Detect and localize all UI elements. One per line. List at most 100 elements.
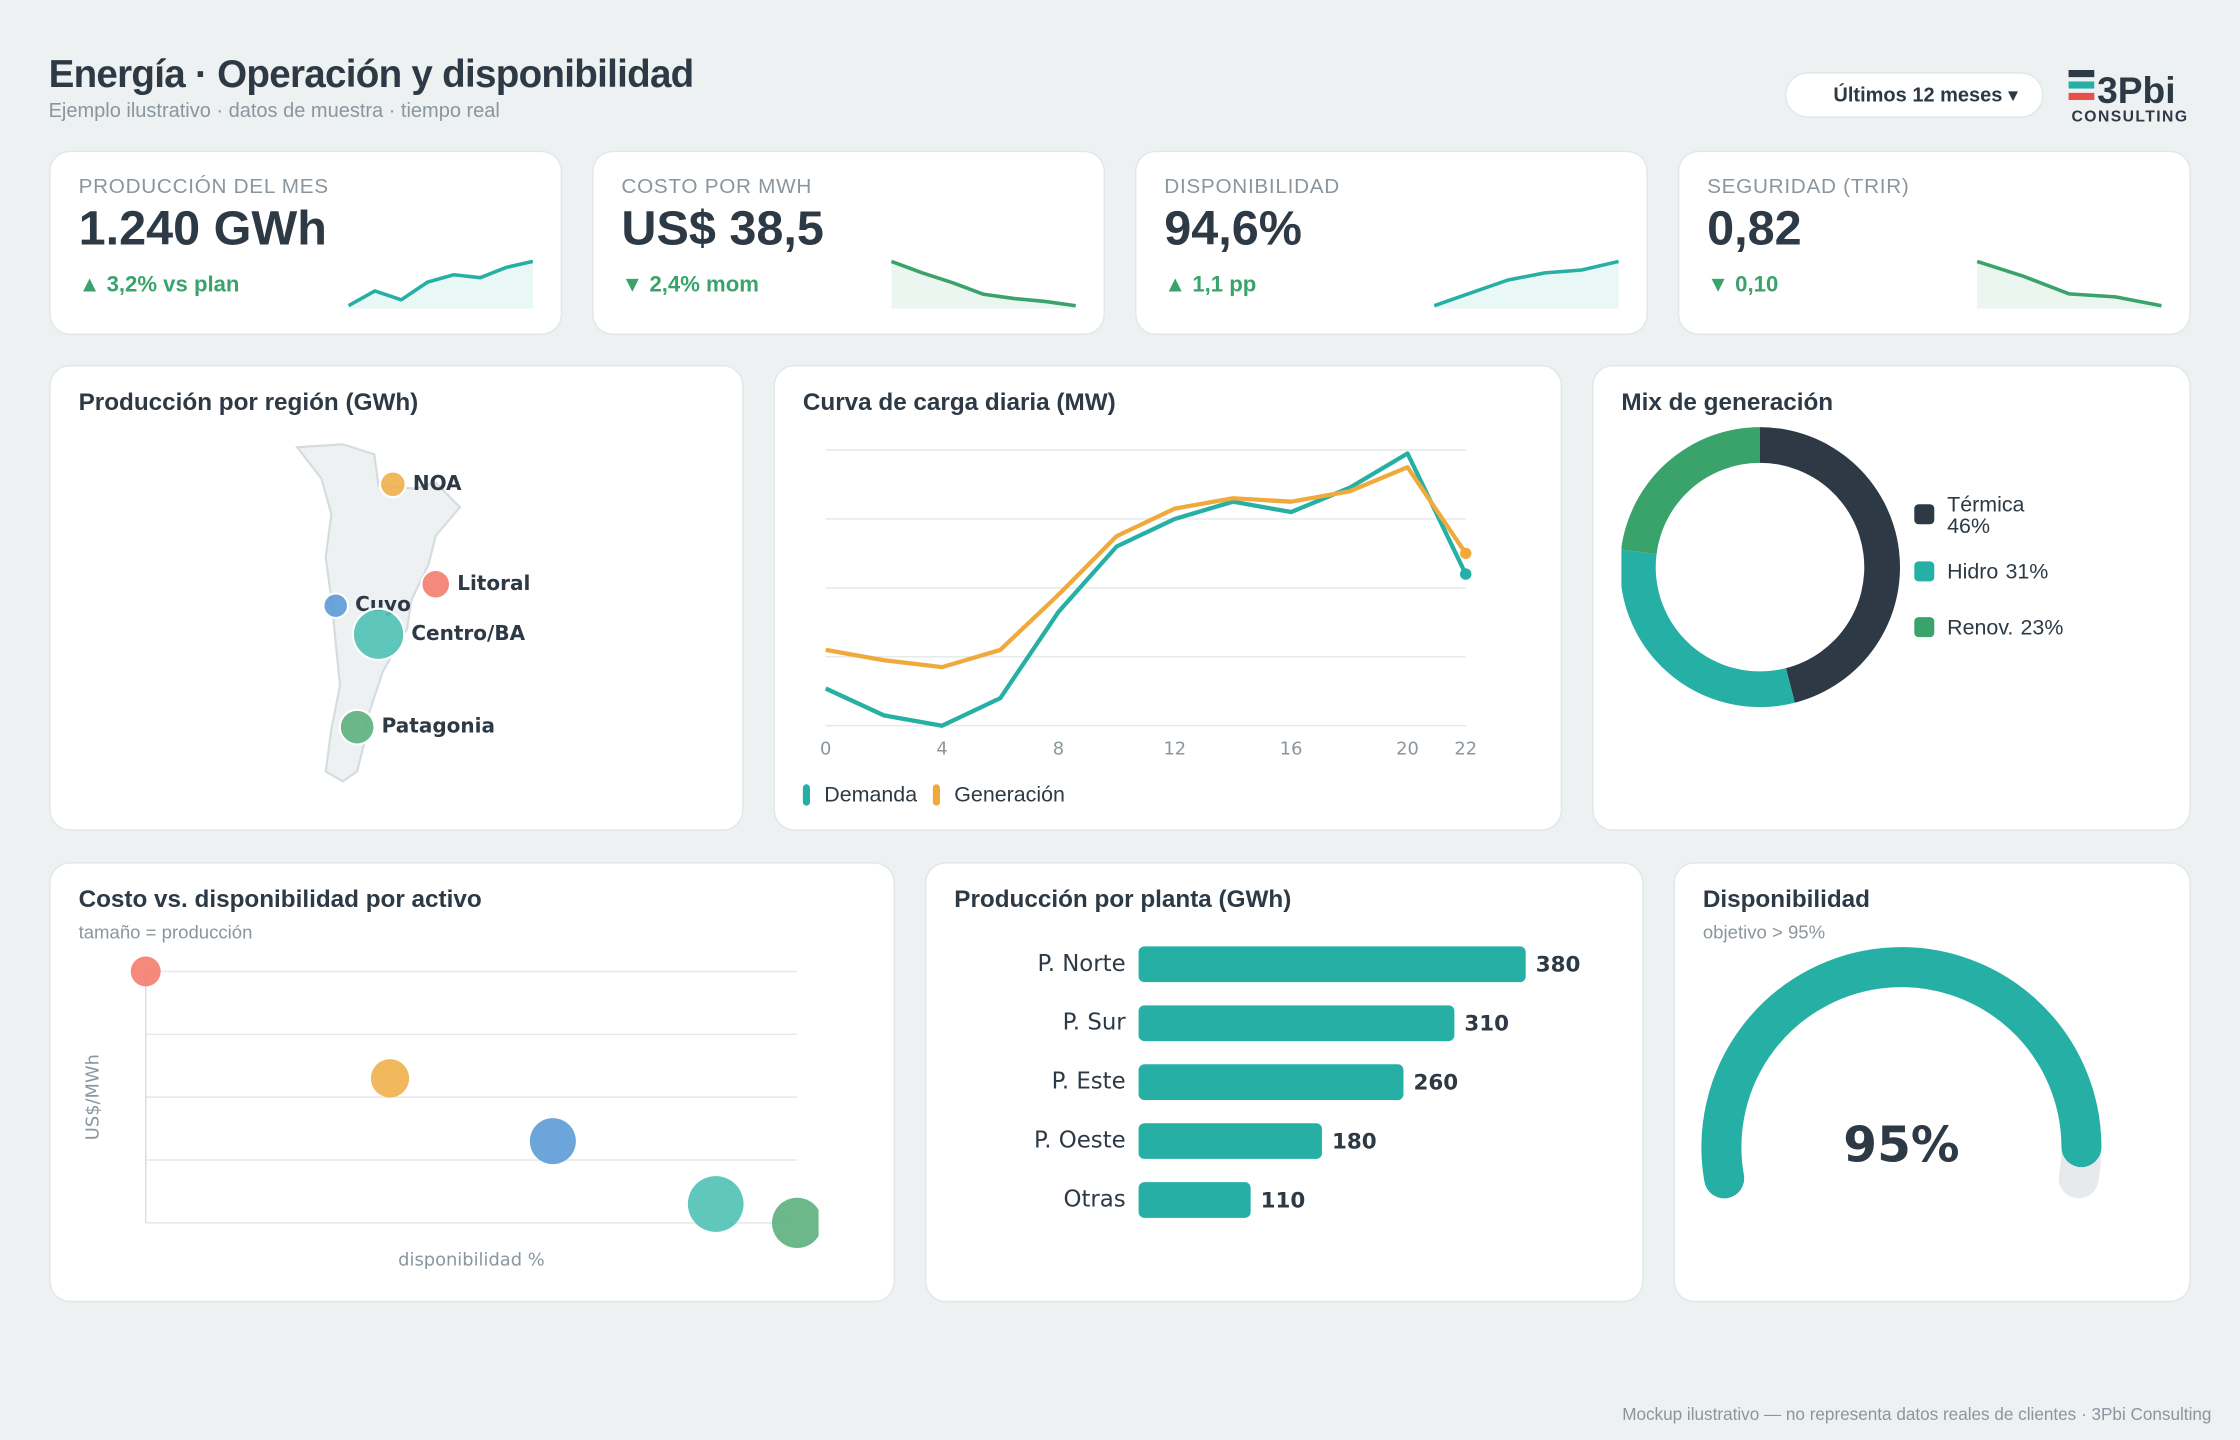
- bar-value-label: 260: [1413, 1071, 1458, 1096]
- chart-title: Producción por planta (GWh): [954, 886, 1291, 913]
- x-tick-label: 0: [820, 738, 831, 759]
- chart-card: [773, 365, 1563, 831]
- series-line: [824, 451, 1468, 728]
- kpi-card: [1677, 150, 2191, 335]
- legend-label: Demanda: [824, 782, 917, 806]
- scatter-point: [529, 1118, 576, 1165]
- region-bubble: [322, 592, 350, 620]
- bar: [1138, 1123, 1322, 1159]
- chart-card: [49, 862, 895, 1303]
- legend-value: 23%: [2021, 615, 2064, 639]
- end-dot: [1460, 547, 1472, 560]
- sparkline-area: [891, 261, 1076, 309]
- logo-text: 3Pbi: [2097, 69, 2175, 111]
- kpi-value: 0,82: [1707, 201, 1802, 255]
- legend-swatch: [1914, 561, 1935, 582]
- sparkline: [1433, 259, 1619, 308]
- x-tick-label: 16: [1280, 738, 1303, 759]
- chart-subtitle: tamaño = producción: [79, 922, 253, 943]
- kpi-value: 1.240 GWh: [79, 201, 327, 255]
- legend-label: Renov.: [1947, 615, 2013, 639]
- x-tick-label: 4: [936, 738, 947, 759]
- region-bubble: [351, 607, 406, 662]
- chart-title: Curva de carga diaria (MW): [803, 389, 1116, 416]
- legend-value: 46%: [1947, 514, 1990, 538]
- region-label: Centro/BA: [411, 621, 525, 645]
- bar-category: P. Este: [1052, 1069, 1126, 1095]
- kpi-label: SEGURIDAD (TRIR): [1707, 175, 1909, 198]
- scatter-point: [130, 956, 161, 987]
- filter-pill[interactable]: [1785, 72, 2044, 118]
- gauge-value: [1701, 947, 2102, 1199]
- region-bubble: [338, 708, 376, 746]
- chart-title: Costo vs. disponibilidad por activo: [79, 886, 482, 913]
- donut-slice: [1621, 549, 1795, 708]
- kpi-delta: ▲ 1,1 pp: [1164, 271, 1256, 296]
- chart-card: [1673, 862, 2191, 1303]
- bar-value-label: 110: [1261, 1188, 1306, 1213]
- x-tick-label: 20: [1396, 738, 1419, 759]
- region-bubble: [420, 568, 452, 600]
- kpi-delta: ▲ 3,2% vs plan: [79, 271, 240, 296]
- bar-category: P. Sur: [1063, 1010, 1127, 1036]
- bar-category: P. Norte: [1037, 951, 1125, 977]
- bar: [1138, 1064, 1404, 1100]
- gauge-label: 95%: [1843, 1117, 1959, 1173]
- logo-stripe: [2068, 81, 2095, 89]
- x-axis-label: disponibilidad %: [398, 1250, 545, 1271]
- bar: [1138, 946, 1526, 983]
- region-label: NOA: [413, 471, 462, 495]
- kpi-label: DISPONIBILIDAD: [1164, 175, 1340, 198]
- bar-value-label: 380: [1536, 953, 1581, 978]
- region-label: Patagonia: [382, 714, 495, 738]
- logo: 3Pbi CONSULTING: [2068, 69, 2187, 125]
- kpi-card: [49, 150, 563, 335]
- scatter-point: [771, 1197, 819, 1249]
- bar: [1138, 1005, 1455, 1042]
- sparkline-area: [1977, 261, 2162, 309]
- clip-group: [1621, 427, 1900, 708]
- x-tick-label: 12: [1163, 738, 1186, 759]
- filter-label[interactable]: Últimos 12 meses ▾: [1833, 82, 2018, 106]
- sparkline: [890, 259, 1076, 308]
- legend-value: 31%: [2005, 560, 2048, 584]
- y-axis-label: US$/MWh: [83, 1054, 104, 1140]
- legend-swatch: [932, 784, 940, 806]
- clip-group: [130, 956, 819, 1249]
- kpi-label: COSTO POR MWH: [621, 175, 812, 198]
- page-subtitle: Ejemplo ilustrativo · datos de muestra ·…: [49, 100, 500, 122]
- bar-category: Otras: [1063, 1187, 1125, 1213]
- bar-category: P. Oeste: [1034, 1128, 1126, 1154]
- sparkline: [347, 259, 534, 308]
- legend-label: Generación: [954, 782, 1065, 806]
- series-line: [825, 465, 1468, 670]
- kpi-label: PRODUCCIÓN DEL MES: [79, 175, 329, 198]
- chart-title: Mix de generación: [1621, 389, 1833, 416]
- region-bubble: [378, 470, 407, 499]
- region-label: Litoral: [457, 571, 530, 595]
- chart-subtitle: objetivo > 95%: [1703, 922, 1825, 943]
- chart-title: Disponibilidad: [1703, 886, 1870, 913]
- chart-title: Producción por región (GWh): [79, 389, 419, 416]
- logo-stripe: [2068, 70, 2095, 78]
- donut-slice: [1760, 427, 1900, 703]
- bar-value-label: 310: [1464, 1012, 1509, 1037]
- bar: [1138, 1182, 1251, 1218]
- legend-label: Hidro: [1947, 560, 1998, 584]
- x-tick-label: 8: [1053, 738, 1064, 759]
- page-title: Energía · Operación y disponibilidad: [49, 53, 694, 96]
- kpi-delta: ▼ 2,4% mom: [621, 271, 758, 296]
- legend-label: Térmica: [1947, 492, 2024, 516]
- scatter-point: [687, 1176, 744, 1232]
- footer: Mockup ilustrativo — no representa datos…: [1622, 1404, 2211, 1424]
- legend-swatch: [802, 784, 810, 806]
- kpi-card: [1135, 150, 1648, 335]
- logo-stripe: [2068, 92, 2095, 100]
- kpi-card: [592, 150, 1105, 335]
- sparkline-area: [348, 261, 533, 309]
- kpi-delta: ▼ 0,10: [1707, 271, 1778, 296]
- kpi-value: 94,6%: [1164, 201, 1302, 255]
- donut-slice: [1621, 427, 1760, 555]
